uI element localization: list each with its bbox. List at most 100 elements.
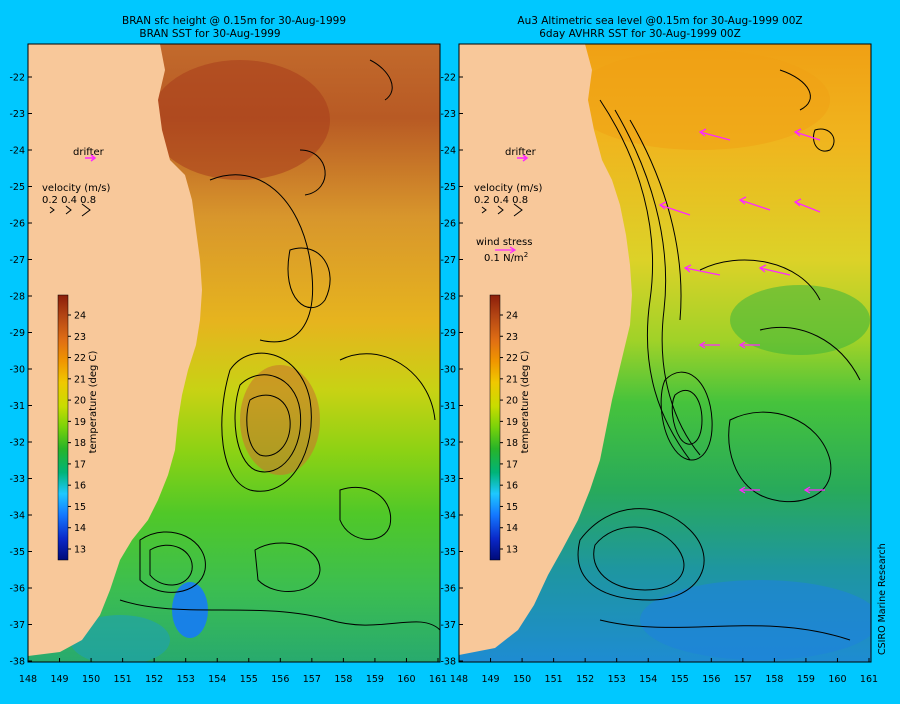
right-warm-patch	[570, 50, 830, 150]
left-y-tick-label: -29	[9, 328, 25, 339]
left-x-tick-label: 158	[334, 674, 352, 685]
left-contour-lines	[119, 59, 440, 631]
left-warm-patch	[240, 365, 320, 475]
right-x-tick-label: 155	[671, 674, 689, 685]
right-y-tick-label: -30	[440, 365, 456, 376]
right-drifter-label: drifter	[505, 147, 537, 158]
left-y-tick-label: -33	[9, 474, 25, 485]
right-velocity-arrows-icon	[481, 203, 523, 217]
left-x-tick-label: 152	[145, 674, 163, 685]
left-x-tick-label: 159	[366, 674, 384, 685]
right-y-tick-label: -29	[440, 328, 456, 339]
left-drifter-label: drifter	[73, 147, 105, 158]
left-y-tick-label: -26	[9, 219, 25, 230]
right-x-tick-label: 154	[639, 674, 657, 685]
right-map-panel: Au3 Altimetric sea level @0.15m for 30-A…	[458, 15, 888, 663]
left-y-tick-label: -28	[9, 292, 25, 303]
right-title-line2: 6day AVHRR SST for 30-Aug-1999 00Z	[539, 28, 741, 40]
right-colorbar-tick-label: 24	[506, 311, 518, 322]
right-y-tick-label: -37	[440, 620, 456, 631]
credit-text: CSIRO Marine Research	[877, 543, 888, 655]
right-y-axis: -22 -23 -24 -25 -26 -27 -28 -29 -30 -31 -32 -33 -34 -…	[440, 73, 463, 668]
left-x-tick-label: 160	[397, 674, 415, 685]
right-y-tick-label: -31	[440, 401, 456, 412]
left-cool-patch	[70, 615, 170, 662]
right-land	[459, 44, 632, 655]
left-title-line1: BRAN sfc height @ 0.15m for 30-Aug-1999	[122, 15, 346, 27]
right-colorbar-tick-label: 14	[506, 523, 518, 534]
right-x-tick-label: 156	[702, 674, 720, 685]
left-x-tick-label: 150	[82, 674, 100, 685]
left-x-tick-label: 161	[429, 674, 447, 685]
right-cool-patch	[640, 580, 871, 660]
right-wind-stress-value: 0.1 N/m2	[484, 251, 528, 264]
left-x-tick-label: 153	[177, 674, 195, 685]
left-x-tick-label: 155	[240, 674, 258, 685]
left-y-tick-label: -31	[9, 401, 25, 412]
right-y-tick-label: -26	[440, 219, 456, 230]
right-x-tick-label: 160	[828, 674, 846, 685]
right-contour-lines	[577, 69, 861, 641]
right-x-tick-label: 153	[608, 674, 626, 685]
left-y-tick-label: -34	[9, 511, 25, 522]
right-y-tick-label: -23	[440, 109, 456, 120]
left-colorbar-tick-label: 17	[74, 459, 86, 470]
left-colorbar-tick-label: 20	[74, 396, 86, 407]
right-x-tick-label: 159	[797, 674, 815, 685]
right-y-tick-label: -32	[440, 438, 456, 449]
right-x-tick-label: 158	[765, 674, 783, 685]
left-velocity-arrows-icon	[49, 203, 91, 217]
left-warm-patch	[150, 60, 330, 180]
left-y-tick-label: -24	[9, 146, 25, 157]
left-y-tick-label: -38	[9, 657, 25, 668]
left-drifter-arrow-icon	[85, 154, 97, 162]
right-wind-stress-arrows	[658, 128, 825, 494]
right-colorbar-tick-label: 19	[506, 417, 518, 428]
left-map-panel: BRAN sfc height @ 0.15m for 30-Aug-1999 …	[27, 15, 441, 663]
right-x-tick-label: 148	[450, 674, 468, 685]
right-colorbar: 13 14 15 16 17 18 19 20 21 22 23 24 temperature (de…	[489, 294, 531, 561]
right-x-tick-label: 161	[860, 674, 878, 685]
left-colorbar-tick-label: 13	[74, 545, 86, 556]
right-x-tick-label: 157	[734, 674, 752, 685]
right-x-tick-label: 152	[576, 674, 594, 685]
left-y-tick-label: -22	[9, 73, 25, 84]
left-y-axis: -22 -23 -24 -25 -26 -27 -28 -29 -30 -31 -32 -33 -34 -…	[9, 73, 32, 668]
right-x-tick-label: 149	[481, 674, 499, 685]
right-y-tick-label: -38	[440, 657, 456, 668]
left-colorbar: 13 14 15 16 17 18 19 20 21 22 23 24 temperature (de…	[57, 294, 99, 561]
left-x-tick-label: 149	[50, 674, 68, 685]
left-velocity-scale: 0.2 0.4 0.8	[42, 195, 96, 206]
right-title-line1: Au3 Altimetric sea level @0.15m for 30-A…	[517, 15, 802, 27]
right-colorbar-tick-label: 17	[506, 459, 518, 470]
left-colorbar-tick-label: 19	[74, 417, 86, 428]
right-colorbar-tick-label: 16	[506, 481, 518, 492]
right-wind-stress-label: wind stress	[476, 237, 532, 248]
right-velocity-label: velocity (m/s)	[474, 183, 542, 194]
left-colorbar-tick-label: 16	[74, 481, 86, 492]
right-colorbar-tick-label: 21	[506, 374, 518, 385]
left-x-tick-label: 156	[271, 674, 289, 685]
right-y-tick-label: -27	[440, 255, 456, 266]
left-map-frame	[27, 43, 441, 663]
right-x-tick-label: 150	[513, 674, 531, 685]
right-y-tick-label: -24	[440, 146, 456, 157]
right-cool-patch	[730, 285, 870, 355]
left-colorbar-tick-label: 21	[74, 374, 86, 385]
right-velocity-scale: 0.2 0.4 0.8	[474, 195, 528, 206]
right-drifter-arrow-icon	[517, 154, 529, 162]
left-x-tick-label: 157	[303, 674, 321, 685]
left-colorbar-tick-label: 15	[74, 502, 86, 513]
left-y-tick-label: -32	[9, 438, 25, 449]
left-y-tick-label: -23	[9, 109, 25, 120]
left-x-axis: 148 149 150 151 152 153 154 155 156 157 158 159 160 1…	[19, 658, 447, 685]
left-land	[28, 44, 202, 656]
left-colorbar-tick-label: 18	[74, 438, 86, 449]
left-y-tick-label: -35	[9, 547, 25, 558]
right-colorbar-label: temperature (deg C)	[520, 350, 531, 453]
right-colorbar-tick-label: 23	[506, 332, 518, 343]
right-y-tick-label: -28	[440, 292, 456, 303]
left-y-tick-label: -25	[9, 182, 25, 193]
left-y-tick-label: -37	[9, 620, 25, 631]
